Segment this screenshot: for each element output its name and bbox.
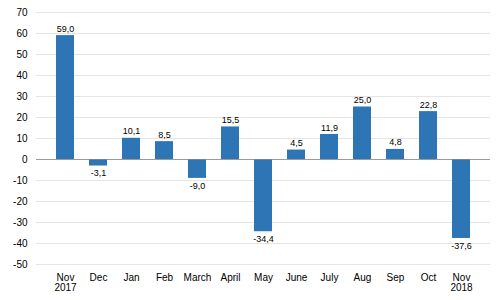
svg-text:-30: -30: [13, 217, 28, 228]
svg-text:Sep: Sep: [387, 272, 405, 283]
svg-text:0: 0: [22, 154, 28, 165]
svg-text:March: March: [184, 272, 212, 283]
svg-text:20: 20: [16, 112, 28, 123]
svg-text:Jan: Jan: [123, 272, 139, 283]
svg-text:15,5: 15,5: [222, 115, 240, 125]
svg-text:4,5: 4,5: [290, 138, 303, 148]
svg-text:8,5: 8,5: [158, 130, 171, 140]
svg-text:July: July: [321, 272, 339, 283]
svg-text:30: 30: [16, 91, 28, 102]
svg-text:4,8: 4,8: [389, 137, 402, 147]
svg-text:Oct: Oct: [421, 272, 437, 283]
svg-text:10,1: 10,1: [123, 126, 141, 136]
svg-text:-50: -50: [13, 259, 28, 270]
svg-text:-10: -10: [13, 175, 28, 186]
svg-text:-40: -40: [13, 238, 28, 249]
svg-text:-3,1: -3,1: [91, 168, 107, 178]
svg-text:Aug: Aug: [354, 272, 372, 283]
svg-text:Nov2018: Nov2018: [450, 272, 473, 293]
svg-text:Nov2017: Nov2017: [54, 272, 77, 293]
svg-text:60: 60: [16, 28, 28, 39]
svg-text:April: April: [220, 272, 240, 283]
svg-text:Dec: Dec: [90, 272, 108, 283]
svg-text:Feb: Feb: [156, 272, 174, 283]
svg-text:-9,0: -9,0: [190, 181, 206, 191]
svg-text:22,8: 22,8: [420, 100, 438, 110]
svg-text:40: 40: [16, 70, 28, 81]
svg-text:-37,6: -37,6: [451, 241, 472, 251]
svg-text:25,0: 25,0: [354, 95, 372, 105]
svg-text:-34,4: -34,4: [253, 234, 274, 244]
svg-text:59,0: 59,0: [57, 24, 75, 34]
svg-text:11,9: 11,9: [321, 123, 338, 133]
svg-text:10: 10: [16, 133, 28, 144]
svg-text:50: 50: [16, 49, 28, 60]
svg-text:-20: -20: [13, 196, 28, 207]
svg-text:70: 70: [16, 7, 28, 18]
svg-text:June: June: [286, 272, 308, 283]
svg-text:May: May: [254, 272, 273, 283]
